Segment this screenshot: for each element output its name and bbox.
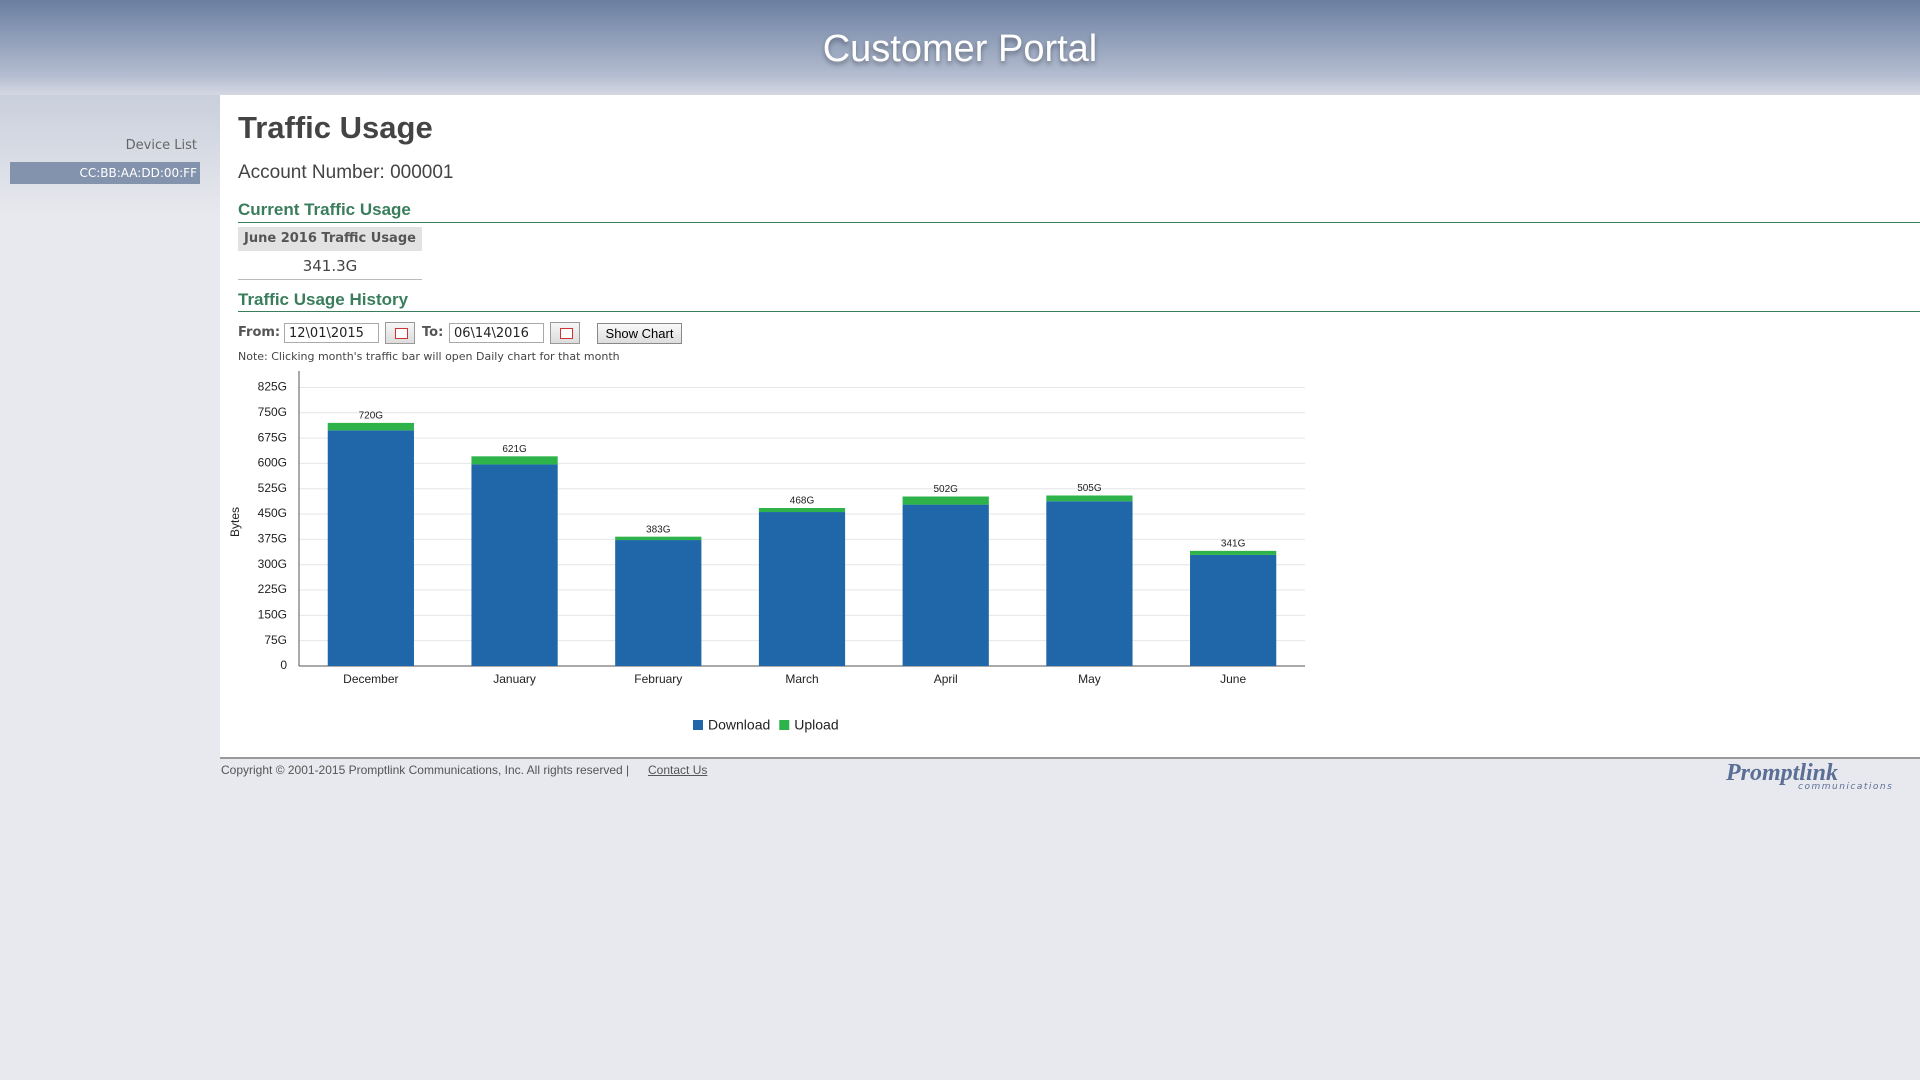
bar-segment[interactable] — [327, 422, 414, 431]
legend-label: Download — [708, 717, 770, 733]
section-heading: Current Traffic Usage — [238, 200, 411, 219]
page-title: Traffic Usage — [238, 110, 433, 145]
bar-segment[interactable] — [758, 512, 846, 666]
bar-segment[interactable] — [1046, 501, 1133, 666]
legend-swatch — [693, 720, 703, 730]
bar-segment[interactable] — [1190, 554, 1277, 666]
section-rule — [238, 311, 1920, 312]
show-chart-button[interactable]: Show Chart — [597, 323, 682, 344]
sidebar — [0, 95, 220, 757]
account-number: Account Number: 000001 — [238, 162, 454, 183]
y-axis-label: Bytes — [228, 507, 242, 537]
section-rule — [238, 222, 1920, 223]
y-tick-label: 525G — [258, 481, 287, 495]
bar-segment[interactable] — [1046, 495, 1133, 502]
bar-segment[interactable] — [615, 540, 702, 666]
x-tick-label: February — [634, 672, 682, 686]
to-input[interactable]: 06\14\2016 — [449, 323, 544, 343]
bar-segment[interactable] — [471, 456, 558, 465]
y-tick-label: 750G — [258, 405, 287, 419]
y-tick-label: 600G — [258, 456, 287, 470]
bar-segment[interactable] — [758, 507, 846, 513]
bar-segment[interactable] — [471, 464, 558, 666]
contact-link[interactable]: Contact Us — [648, 763, 708, 777]
header-title: Customer Portal — [822, 28, 1098, 70]
bar-segment[interactable] — [1190, 550, 1277, 555]
table-header: June 2016 Traffic Usage — [238, 227, 422, 251]
copyright: Copyright © 2001-2015 Promptlink Communi… — [221, 763, 630, 777]
total-label: 383G — [646, 524, 671, 535]
device-item[interactable]: CC:BB:AA:DD:00:FF — [10, 162, 200, 184]
bar-segment[interactable] — [902, 496, 989, 505]
y-tick-label: 0 — [280, 658, 287, 672]
legend-label: Upload — [794, 717, 838, 733]
y-tick-label: 150G — [258, 608, 287, 622]
bar-segment[interactable] — [902, 504, 989, 666]
x-tick-label: May — [1078, 672, 1101, 686]
y-tick-label: 825G — [258, 380, 287, 394]
calendar-button[interactable] — [550, 322, 580, 344]
total-label: 720G — [359, 411, 384, 422]
y-tick-label: 375G — [258, 532, 287, 546]
to-label: To: — [422, 325, 444, 340]
logo: Promptlink — [1726, 760, 1839, 786]
total-label: 341G — [1221, 539, 1246, 550]
y-tick-label: 675G — [258, 430, 287, 444]
from-input[interactable]: 12\01\2015 — [284, 323, 379, 343]
calendar-button[interactable] — [385, 322, 415, 344]
y-tick-label: 450G — [258, 506, 287, 520]
total-label: 505G — [1077, 483, 1102, 494]
note: Note: Clicking month's traffic bar will … — [238, 350, 620, 363]
section-heading: Traffic Usage History — [238, 290, 409, 309]
legend-swatch — [779, 720, 790, 730]
chart: 0 75G 150G 225G 300G 375G 450G 525G 600G 675G 750G… — [228, 371, 1305, 733]
x-tick-label: April — [934, 672, 958, 686]
y-tick-label: 75G — [264, 633, 287, 647]
y-tick-label: 225G — [258, 582, 287, 596]
x-tick-label: January — [493, 672, 536, 686]
x-tick-label: December — [343, 672, 398, 686]
from-label: From: — [238, 325, 281, 340]
header — [0, 0, 1920, 95]
table-value: 341.3G — [238, 253, 422, 280]
logo-subtitle: communications — [1798, 782, 1894, 792]
total-label: 502G — [933, 484, 958, 495]
x-tick-label: June — [1220, 672, 1246, 686]
total-label: 468G — [790, 496, 815, 507]
sidebar-heading: Device List — [125, 138, 197, 153]
x-tick-label: March — [785, 672, 818, 686]
bar-segment[interactable] — [615, 536, 702, 541]
total-label: 621G — [502, 444, 527, 455]
y-tick-label: 300G — [258, 557, 287, 571]
bar-segment[interactable] — [327, 430, 414, 666]
